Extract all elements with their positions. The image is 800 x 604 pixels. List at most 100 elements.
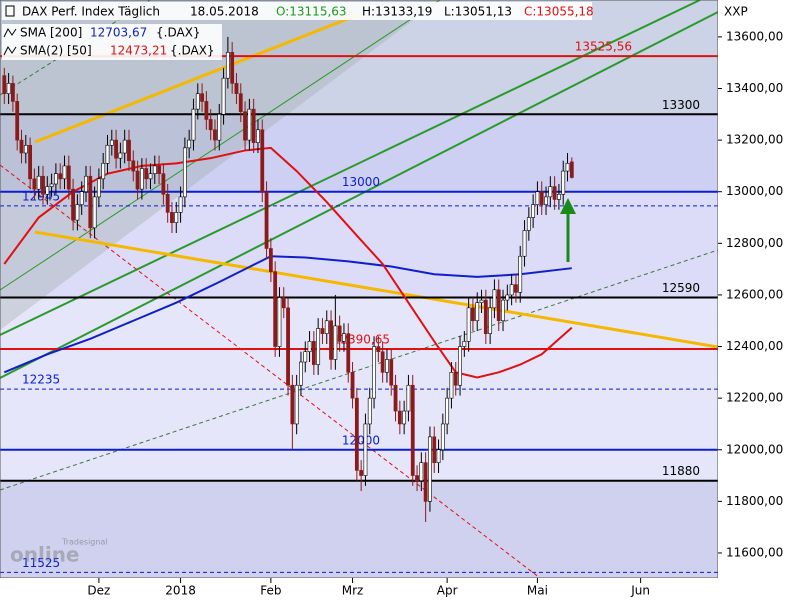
y-tick-label: 12000,00 [726, 442, 783, 456]
candle-body [522, 230, 527, 257]
candle-body [410, 384, 415, 476]
y-tick-label: 12600,00 [726, 287, 783, 301]
candle-body [208, 119, 213, 131]
y-tick-label: 13000,00 [726, 184, 783, 198]
legend-source: {.DAX} [156, 26, 201, 40]
legend-icon [3, 28, 17, 38]
candle-body [458, 346, 462, 386]
candle-body [307, 341, 312, 353]
candle-body [23, 144, 28, 154]
y-tick-label: 12200,00 [726, 391, 783, 405]
legend-source: {.DAX} [170, 44, 215, 58]
candle-body [260, 129, 265, 193]
level-label: 13300 [662, 98, 700, 112]
candle-body [118, 152, 123, 159]
candle-body [350, 372, 355, 399]
candle-body [92, 196, 97, 229]
candle-body [423, 462, 428, 502]
candle-body [195, 93, 200, 110]
candle-body [71, 188, 75, 221]
axes: 11600,00 11800,00 12000,00 12200,00 12400,00… [87, 29, 783, 597]
chart-title: DAX Perf. Index Täglich [22, 5, 160, 19]
candle-body [449, 372, 454, 399]
candle-body [548, 186, 553, 198]
candle-body [363, 423, 368, 476]
level-label: 11525 [22, 556, 60, 570]
candle-body [32, 178, 37, 190]
candle-body [144, 168, 149, 180]
y-axis-area [718, 0, 800, 600]
legend-name: SMA [200] [20, 26, 82, 40]
y-tick-label: 13400,00 [726, 81, 783, 95]
level-label: 12590 [662, 281, 700, 295]
candle-body [475, 302, 480, 322]
candle-body [505, 294, 510, 301]
candle-body [281, 297, 286, 309]
candle-body [509, 284, 514, 296]
watermark-online: online [10, 543, 80, 567]
date: 18.05.2018 [190, 5, 259, 19]
candle-body [376, 346, 381, 353]
candle-body [101, 163, 106, 180]
candle-body [6, 83, 11, 94]
candle-body [526, 217, 531, 231]
legend-bg [2, 42, 222, 60]
candle-body [277, 297, 282, 347]
legend-bg [2, 24, 222, 42]
candle-body [531, 204, 536, 218]
candle-body [466, 307, 471, 342]
candle-body [41, 175, 45, 195]
candle-body [191, 108, 196, 141]
candle-body [135, 170, 140, 190]
sma-line [3, 146, 573, 379]
candle-body [445, 397, 450, 425]
candle-body [217, 114, 222, 141]
candle-body [10, 83, 15, 102]
candle-body [488, 307, 493, 334]
candle-body [204, 101, 209, 120]
candle-body [569, 161, 574, 178]
candle-body [492, 289, 497, 309]
x-tick-label: Dez [87, 584, 110, 598]
candle-body [557, 194, 561, 200]
x-tick-label: Mai [527, 584, 548, 598]
candle-body [234, 83, 239, 94]
candle-body [221, 77, 226, 115]
candle-body [337, 325, 342, 342]
legend: SMA [200] 12703,67 {.DAX} SMA(2) [50] 12473,… [2, 24, 222, 60]
header: DAX Perf. Index Täglich 18.05.2018 O:131… [2, 2, 594, 20]
low-label: L:13051,13 [444, 5, 512, 19]
candle-body [268, 248, 273, 273]
candle-body [161, 173, 166, 195]
candle-body [393, 384, 398, 412]
candle-body [182, 147, 187, 198]
x-axis-area [0, 578, 800, 600]
candle-body [561, 170, 566, 195]
candle-body [428, 436, 432, 502]
legend-icon [3, 46, 17, 56]
candle-body [535, 191, 540, 205]
candle-body [230, 52, 235, 84]
candle-body [49, 183, 54, 187]
candle-body [157, 165, 161, 174]
x-tick-label: Mrz [342, 584, 364, 598]
candle-body [311, 341, 316, 365]
axis-unit: XXP [724, 5, 748, 19]
candle-body [415, 475, 419, 482]
levels: 13525,561330013000129451259012390,651223… [0, 40, 718, 573]
candle-body [290, 384, 295, 425]
candle-body [251, 108, 256, 143]
candle-body [389, 359, 394, 386]
candle-body [79, 191, 84, 205]
candle-body [324, 320, 329, 334]
candle-body [109, 139, 114, 146]
level-label: 11880 [662, 464, 700, 478]
candle-body [225, 52, 230, 79]
candle-body [432, 436, 437, 463]
candle-body [471, 307, 475, 322]
level-label: 13525,56 [575, 40, 632, 54]
candle-body [105, 144, 110, 164]
candle-body [294, 384, 299, 425]
candles [2, 36, 574, 523]
